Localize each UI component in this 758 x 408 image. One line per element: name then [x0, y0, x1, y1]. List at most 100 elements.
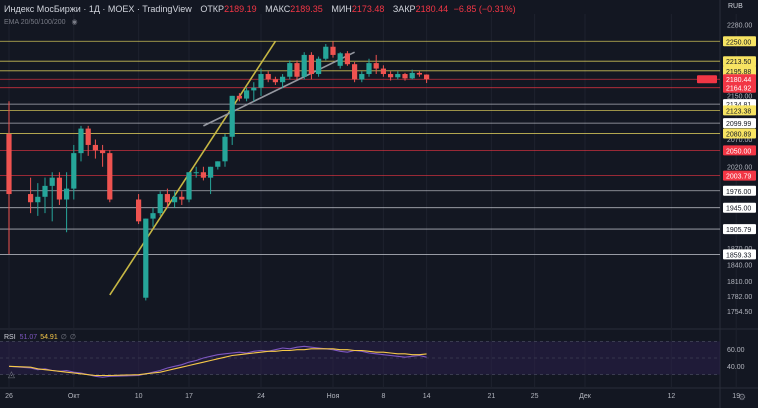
candle-body: [294, 63, 300, 77]
low-label: МИН: [331, 4, 352, 14]
candle-body: [359, 74, 365, 80]
symbol-title[interactable]: Индекс МосБиржи · 1Д · MOEX · TradingVie…: [4, 4, 192, 14]
candle-body: [373, 63, 379, 69]
candle-body: [56, 177, 62, 200]
price-tag: [723, 202, 756, 213]
candle-body: [308, 54, 314, 75]
candle-body: [229, 95, 235, 137]
eye-icon[interactable]: ◉: [71, 19, 78, 26]
price-tag-label: 1905.79: [726, 227, 751, 234]
time-tick-label: Окт: [68, 393, 81, 400]
price-tag: [723, 249, 756, 260]
candle-body: [395, 74, 401, 78]
time-tick-label: 10: [135, 393, 143, 400]
price-tag-label: 2099.99: [726, 121, 751, 128]
time-tick-label: 25: [531, 393, 539, 400]
candle-body: [157, 194, 163, 214]
time-tick-label: 8: [381, 393, 385, 400]
time-tick-label: 24: [257, 393, 265, 400]
time-tick-label: Ноя: [327, 393, 340, 400]
time-tick-label: 14: [423, 393, 431, 400]
price-tick-label: 1782.00: [727, 294, 752, 301]
candle-body: [6, 134, 12, 195]
candle-body: [323, 46, 329, 59]
price-tag: [723, 170, 756, 181]
candle-body: [143, 218, 149, 298]
time-tick-label: 17: [185, 393, 193, 400]
candle-body: [28, 194, 34, 203]
price-tag: [723, 118, 756, 129]
candle-body: [71, 153, 77, 189]
candle-body: [352, 64, 358, 80]
candle-body: [35, 196, 41, 203]
candle-body: [344, 53, 350, 65]
candle-body: [272, 79, 278, 83]
candle-body: [280, 76, 286, 83]
price-tag-label: 2003.79: [726, 174, 751, 181]
rsi-tick-label: 40.00: [727, 364, 745, 371]
price-tag-label: 2213.50: [726, 59, 751, 66]
price-tag-label: 1859.33: [726, 252, 751, 259]
candle-body: [301, 54, 307, 77]
trend-line: [203, 51, 355, 127]
price-tag-label: 2123.38: [726, 108, 751, 115]
candle-body: [49, 177, 55, 186]
candle-body: [164, 194, 170, 203]
current-price-box: [697, 75, 717, 84]
time-tick-label: 19: [732, 393, 740, 400]
price-tick-label: 2020.00: [727, 164, 752, 171]
price-tick-label: 1754.50: [727, 309, 752, 316]
candle-body: [200, 172, 206, 178]
price-tick-label: 2280.00: [727, 22, 752, 29]
price-tag-label: 2050.00: [726, 148, 751, 155]
rsi-na-1: ∅: [60, 334, 67, 341]
price-tag-label: 1976.00: [726, 189, 751, 196]
price-tag-label: 2250.00: [726, 39, 751, 46]
candle-body: [107, 153, 113, 200]
price-tag-label: 2164.92: [726, 86, 751, 93]
price-tag-label: 2180.44: [726, 77, 751, 84]
price-tag: [723, 74, 756, 85]
price-tag-label: 2080.89: [726, 132, 751, 139]
candle-body: [64, 188, 70, 200]
low-value: 2173.48: [351, 4, 385, 14]
candle-body: [136, 199, 142, 222]
high-value: 2189.35: [290, 4, 323, 14]
close-value: 2180.44: [415, 4, 449, 14]
price-tag: [723, 105, 756, 116]
candle-body: [424, 74, 430, 80]
ema-indicator-label[interactable]: EMA 20/50/100/200 ◉: [4, 18, 78, 26]
price-tick-label: 1810.00: [727, 279, 752, 286]
price-tag: [723, 185, 756, 196]
candle-body: [208, 166, 214, 178]
candle-body: [172, 196, 178, 203]
time-tick-label: 12: [668, 393, 676, 400]
rsi-na-2: ∅: [69, 334, 76, 341]
price-tag: [723, 36, 756, 47]
open-value: 2189.19: [224, 4, 257, 14]
candle-body: [42, 185, 48, 197]
rsi-tick-label: 60.00: [727, 347, 745, 354]
gear-icon[interactable]: ⚙: [738, 392, 747, 402]
open-label: ОТКР: [200, 4, 225, 14]
candle-body: [287, 63, 293, 77]
chart-control-icon[interactable]: ◬: [8, 369, 15, 379]
price-tag: [723, 82, 756, 93]
price-tag: [723, 145, 756, 156]
price-tag: [723, 128, 756, 139]
price-tag: [723, 56, 756, 67]
candle-body: [85, 128, 91, 145]
price-tick-label: 2070.00: [727, 137, 752, 144]
candle-body: [258, 74, 264, 88]
candle-body: [416, 72, 422, 75]
ema-label: EMA 20/50/100/200: [4, 19, 66, 26]
rsi-series-line: [8, 348, 427, 377]
candle-body: [409, 72, 415, 79]
candle-body: [100, 150, 106, 154]
rsi-legend[interactable]: RSI 51.07 54.91 ∅ ∅: [4, 333, 76, 341]
candle-body: [402, 74, 408, 79]
candle-body: [92, 144, 98, 151]
price-tag-label: 2195.88: [726, 69, 751, 76]
